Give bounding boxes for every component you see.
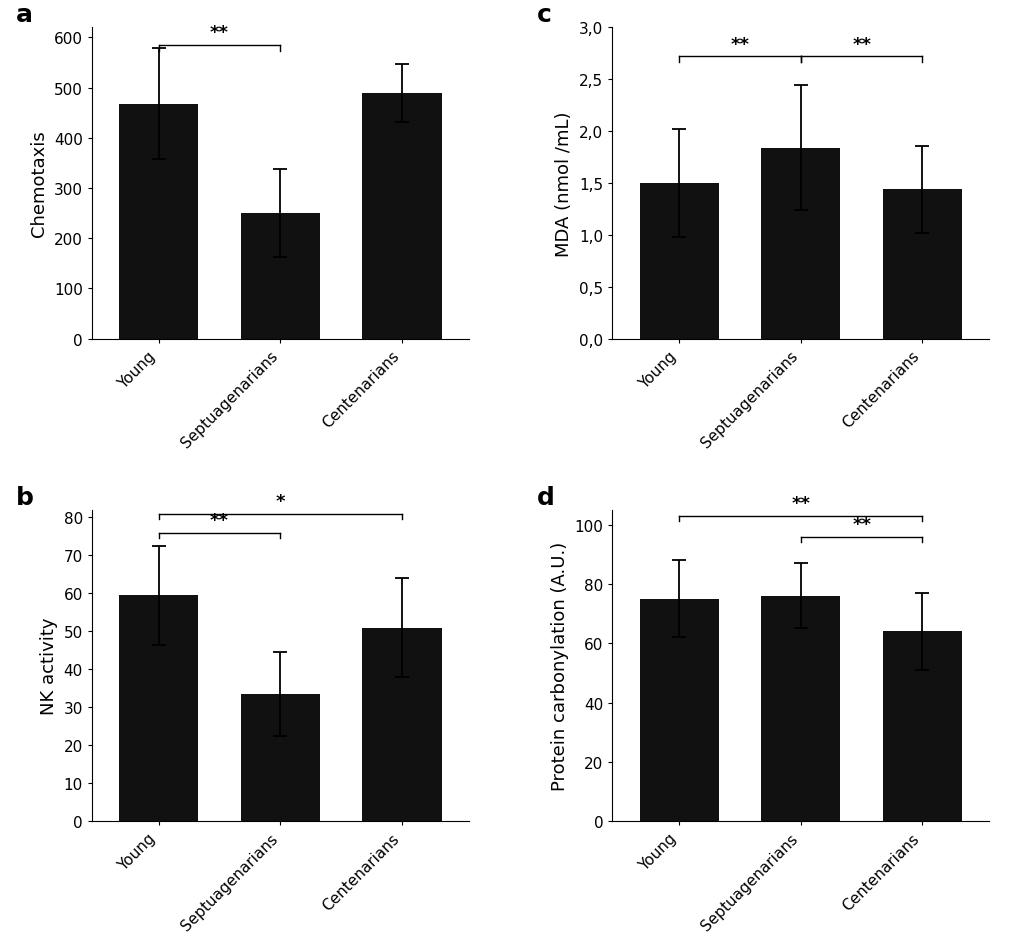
Text: a: a [16, 4, 34, 27]
Bar [119, 596, 198, 821]
Text: **: ** [851, 36, 870, 54]
Text: c: c [536, 4, 551, 27]
Y-axis label: NK activity: NK activity [40, 617, 58, 715]
Bar [882, 190, 961, 339]
Bar [639, 184, 718, 339]
Bar [362, 93, 441, 339]
Text: d: d [536, 485, 554, 510]
Text: **: ** [210, 512, 229, 530]
Text: **: ** [791, 495, 809, 513]
Text: b: b [16, 485, 35, 510]
Bar [639, 599, 718, 821]
Bar [760, 148, 840, 339]
Y-axis label: MDA (nmol /mL): MDA (nmol /mL) [555, 111, 573, 257]
Text: **: ** [730, 36, 749, 54]
Bar [240, 214, 320, 339]
Bar [882, 632, 961, 821]
Bar [119, 105, 198, 339]
Bar [362, 628, 441, 821]
Y-axis label: Protein carbonylation (A.U.): Protein carbonylation (A.U.) [550, 541, 569, 790]
Bar [760, 597, 840, 821]
Text: **: ** [851, 515, 870, 533]
Y-axis label: Chemotaxis: Chemotaxis [31, 130, 48, 237]
Text: *: * [275, 493, 285, 511]
Text: **: ** [210, 25, 229, 42]
Bar [240, 694, 320, 821]
